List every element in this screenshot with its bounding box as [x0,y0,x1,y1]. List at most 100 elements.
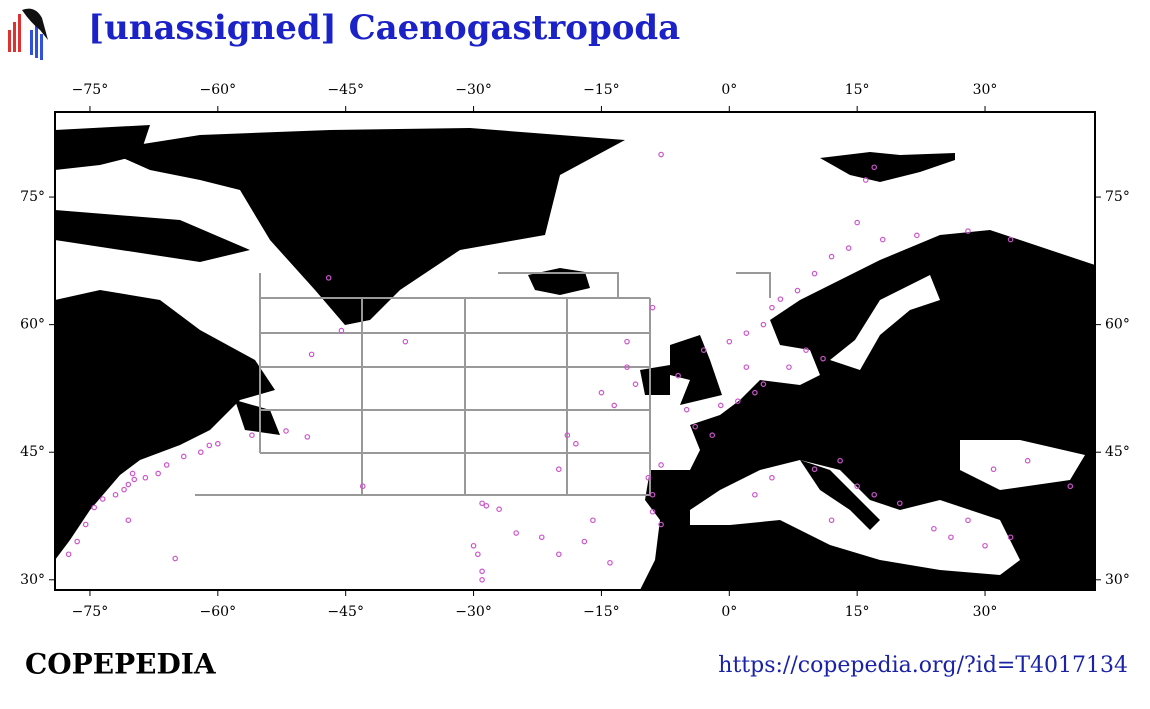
occurrence-point [743,364,750,370]
occurrence-point [304,434,311,440]
x-tick-label: −75° [72,604,109,620]
occurrence-point [1007,534,1014,541]
occurrence-point [871,491,878,498]
occurrence-point [556,551,562,558]
occurrence-point [645,474,652,481]
occurrence-point [564,432,571,439]
occurrence-point [803,347,809,353]
occurrence-point [811,270,818,277]
occurrence-point [632,381,639,387]
occurrence-point [163,462,170,468]
occurrence-point [760,381,767,387]
occurrence-point [879,236,886,243]
occurrence-point [675,372,681,379]
occurrence-point [828,253,835,260]
occurrence-point [180,453,187,460]
y-tick-label: 60° [1105,317,1130,333]
occurrence-point [581,538,588,545]
occurrence-point [658,521,664,528]
occurrence-point [752,491,758,498]
occurrence-point [811,466,818,473]
x-tick-label: −60° [200,82,237,98]
occurrence-point [479,568,485,575]
x-tick-label: 30° [973,82,998,98]
occurrence-point [556,466,562,473]
occurrence-point [172,555,178,562]
occurrence-point [777,296,784,302]
occurrence-point [658,151,664,158]
occurrence-point [692,423,698,430]
occurrence-point [990,466,997,473]
x-tick-label: 0° [721,82,737,98]
occurrence-point [709,432,716,439]
occurrence-point [483,502,490,509]
y-tick-label: 45° [1105,444,1130,460]
x-tick-label: 15° [845,604,870,620]
occurrence-point [965,517,971,524]
occurrence-point [700,347,707,353]
occurrence-point [649,508,656,515]
occurrence-point [786,364,792,370]
y-tick-label: 45° [20,444,45,460]
occurrence-point [155,470,161,477]
occurrence-point [112,491,119,498]
y-tick-label: 75° [20,189,45,205]
occurrence-point [125,481,132,488]
occurrence-point [845,245,852,251]
x-tick-label: −45° [327,604,364,620]
url[interactable]: https://copepedia.org/?id=T4017134 [718,653,1128,678]
occurrence-point [206,442,213,449]
occurrence-point [402,338,409,345]
occurrence-point [658,462,664,468]
occurrence-point [121,486,127,493]
occurrence-point [828,517,835,524]
occurrence-point [914,232,920,239]
y-tick-label: 30° [1105,572,1130,588]
occurrence-point [74,538,80,545]
occurrence-point [965,228,971,234]
occurrences [65,151,1074,583]
brand: COPEPEDIA [25,648,217,681]
occurrence-point [607,559,613,566]
occurrence-point [820,355,826,362]
occurrence-point [129,470,136,477]
occurrence-point [125,517,132,524]
occurrence-point [760,321,767,328]
occurrence-point [611,402,618,409]
occurrence-point [982,542,988,549]
occurrence-point [624,364,630,370]
occurrence-point [479,576,485,583]
x-tick-label: −30° [455,82,492,98]
y-tick-label: 60° [20,317,45,333]
x-tick-label: −75° [72,82,109,98]
y-tick-label: 30° [20,572,45,588]
x-tick-label: 30° [973,604,998,620]
occurrence-point [91,504,98,511]
occurrence-point [308,351,315,358]
occurrence-point [496,506,502,512]
x-tick-label: −15° [583,82,620,98]
occurrence-point [573,440,579,447]
occurrence-point [931,525,937,532]
occurrence-point [215,440,221,447]
occurrence-point [854,483,860,490]
occurrence-point [338,327,345,334]
occurrence-point [794,287,801,294]
occurrence-point [896,500,903,507]
map-frame [54,111,1096,591]
occurrence-point [65,551,72,558]
occurrence-point [283,428,289,434]
occurrence-point [649,491,656,498]
occurrence-point [197,449,204,456]
water [690,275,1085,575]
occurrence-point [871,164,878,171]
occurrence-point [479,500,485,507]
occurrence-point [590,517,596,524]
occurrence-point [649,304,656,311]
occurrence-point [948,534,954,541]
occurrence-point [862,177,869,183]
occurrence-point [837,457,843,464]
occurrence-point [598,389,605,396]
